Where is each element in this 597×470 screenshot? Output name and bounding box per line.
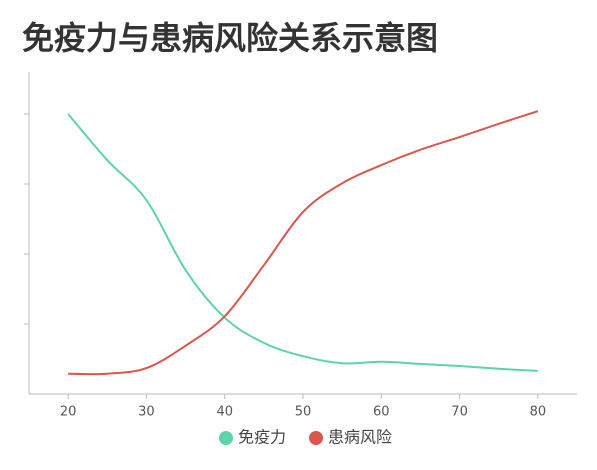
- x-tick-label: 20: [60, 405, 77, 420]
- legend-label: 患病风险: [328, 428, 392, 447]
- x-tick-label: 80: [530, 405, 547, 420]
- chart-title: 免疫力与患病风险关系示意图: [22, 19, 438, 57]
- x-tick-label: 50: [295, 405, 312, 420]
- legend-label: 免疫力: [238, 428, 286, 447]
- series-line: [68, 110, 539, 376]
- x-tick-label: 30: [138, 405, 155, 420]
- legend-marker: [309, 431, 323, 445]
- x-tick-label: 60: [373, 405, 390, 420]
- x-tick-label: 70: [451, 405, 468, 420]
- legend-marker: [219, 431, 233, 445]
- series-line: [67, 113, 538, 372]
- x-tick-label: 40: [216, 405, 233, 420]
